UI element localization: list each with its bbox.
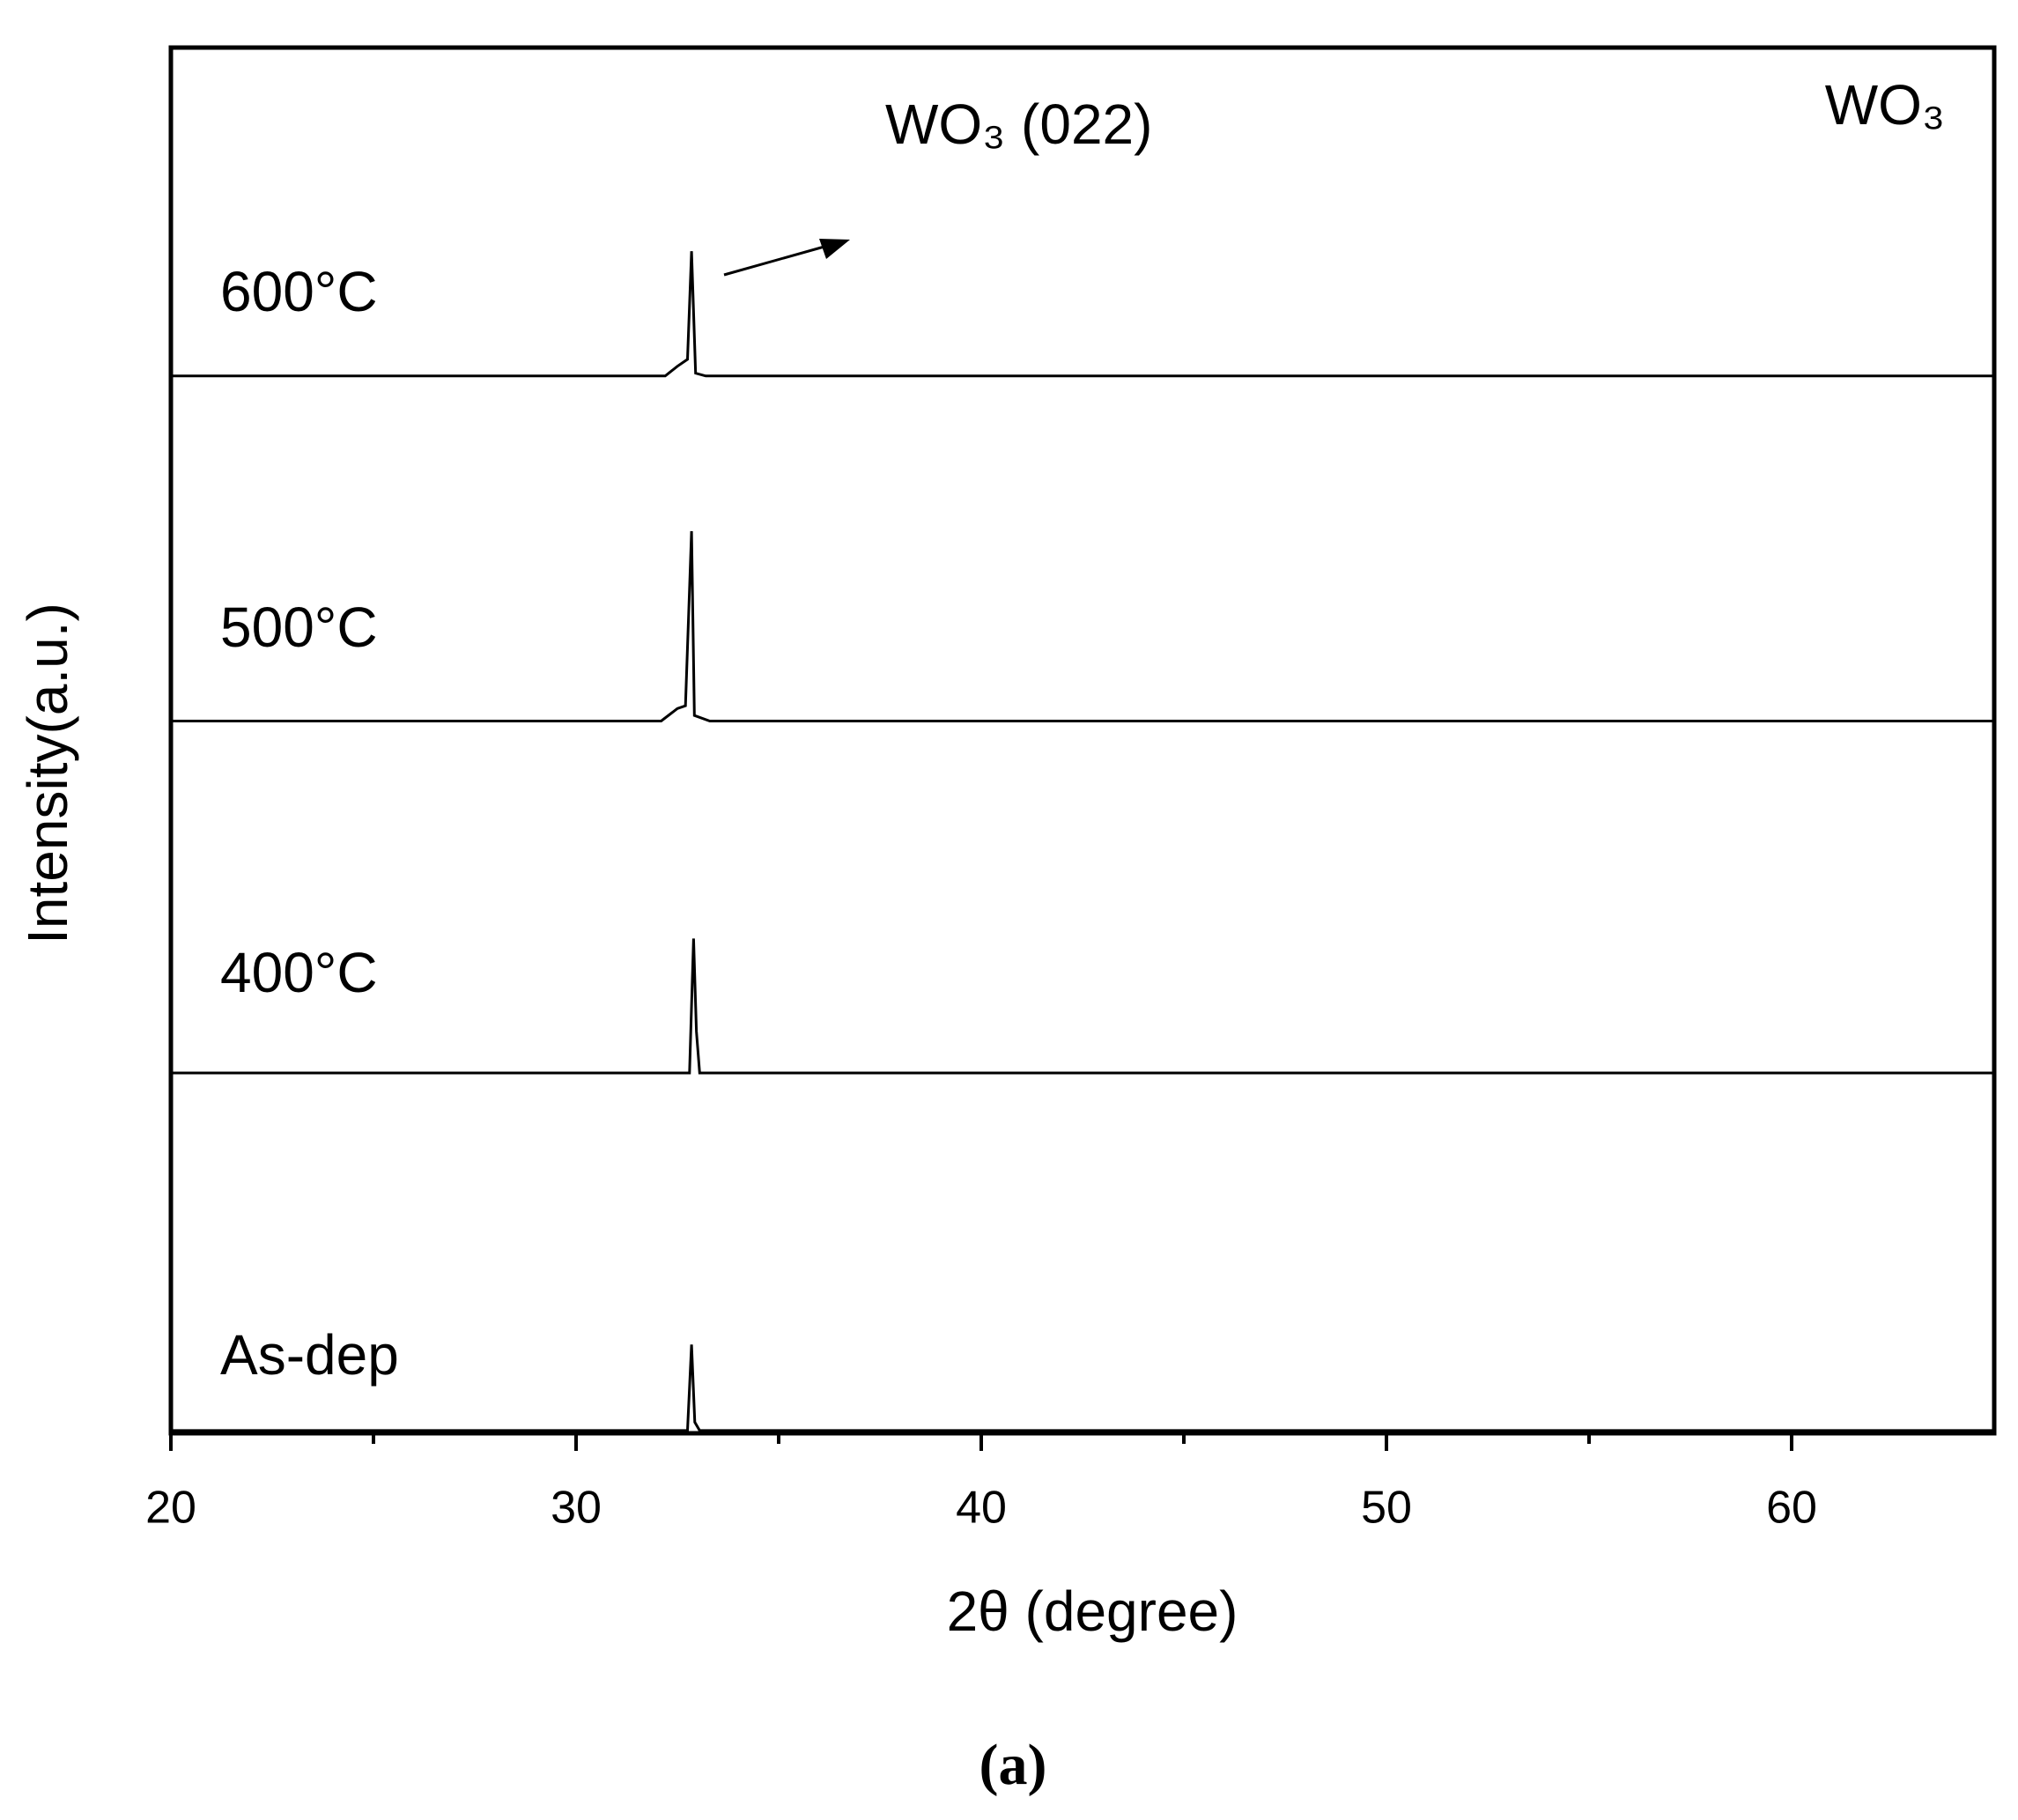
y-axis-label: Intensity(a.u.): [16, 603, 79, 944]
x-tick-label: 20: [145, 1483, 196, 1534]
x-tick-label: 40: [956, 1483, 1007, 1534]
x-axis-label: 2θ (degree): [947, 1580, 1238, 1643]
series-label: 400°C: [220, 941, 378, 1004]
series-label: 600°C: [220, 260, 378, 323]
arrow-head: [819, 239, 850, 259]
plot-frame: [168, 45, 1997, 1436]
x-tick-label: 30: [551, 1483, 602, 1534]
series-label: 500°C: [220, 596, 378, 659]
xrd-pattern: [171, 530, 1994, 722]
x-tick-label: 50: [1361, 1483, 1412, 1534]
peak-annotation: WO₃ (022): [885, 92, 1152, 156]
xrd-pattern: [171, 1344, 1994, 1432]
xrd-pattern: [171, 938, 1994, 1075]
x-tick-label: 60: [1766, 1483, 1817, 1534]
caption: (a): [979, 1733, 1047, 1797]
xrd-pattern: [171, 251, 1994, 378]
arrow-shaft: [723, 241, 838, 277]
series-label: As-dep: [220, 1323, 399, 1387]
material-annotation: WO₃: [1825, 73, 1945, 137]
